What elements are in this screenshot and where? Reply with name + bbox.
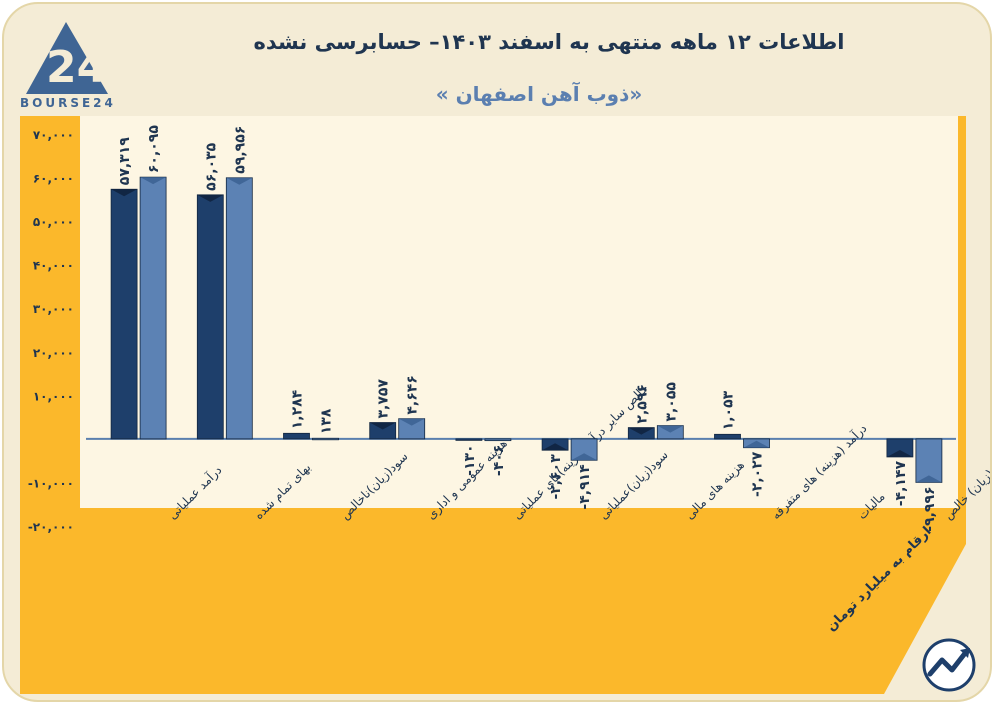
bar [714, 433, 741, 440]
data-label: ۴,۶۴۶ [405, 375, 421, 415]
data-label: -۹,۹۹۶ [922, 486, 938, 531]
bar [139, 176, 167, 440]
data-label: -۲,۶۰۳ [548, 454, 564, 500]
bar [110, 188, 138, 440]
data-label: ۵۹,۹۵۶ [232, 126, 248, 174]
bar [225, 177, 253, 440]
brand-name: BOURSE24 [20, 96, 116, 110]
trend-arrow-icon [920, 636, 978, 694]
bar-cap [657, 425, 684, 433]
data-label: ۵۶,۰۳۵ [203, 142, 219, 190]
chart-title: اطلاعات ۱۲ ماهه منتهی به اسفند ۱۴۰۳– حسا… [253, 30, 845, 54]
bar [455, 438, 483, 441]
bar [283, 432, 310, 440]
data-label: ۱,۰۵۳ [721, 390, 737, 430]
data-label: ۱۳۸ [319, 408, 335, 434]
bar-cap [886, 449, 913, 457]
logo-text: 24 [46, 42, 107, 93]
y-tick-label: ۴۰,۰۰۰ [33, 259, 74, 273]
bar-cap [743, 440, 770, 448]
bar-cap [111, 189, 138, 197]
y-tick-label: -۲۰,۰۰۰ [28, 520, 74, 534]
y-tick-label: ۷۰,۰۰۰ [33, 128, 74, 142]
bar [312, 437, 339, 441]
bar-cap [197, 194, 224, 202]
data-label: ۳,۰۵۵ [663, 382, 679, 422]
bar-cap [226, 177, 253, 185]
y-tick-label: ۶۰,۰۰۰ [33, 172, 74, 186]
y-tick-label: ۲۰,۰۰۰ [33, 346, 74, 360]
data-label: -۱۳۰ [462, 444, 478, 475]
y-tick-label: ۱۰,۰۰۰ [33, 389, 74, 403]
data-label: -۴,۱۴۷ [893, 461, 909, 507]
bar-cap [140, 177, 167, 185]
y-tick-label: -۱۰,۰۰۰ [28, 476, 74, 490]
data-label: -۲,۰۲۷ [750, 451, 766, 497]
bar-cap [398, 418, 425, 426]
chart-subtitle: «ذوب آهن اصفهان » [435, 82, 643, 106]
data-label: ۶۰,۰۹۵ [146, 125, 162, 173]
bar [196, 194, 224, 440]
bar [915, 438, 943, 483]
bar-cap [542, 443, 569, 451]
data-label: ۲,۵۹۶ [634, 384, 650, 424]
bar-cap [915, 475, 942, 483]
y-tick-label: ۳۰,۰۰۰ [33, 302, 74, 316]
bar [484, 438, 512, 442]
data-label: ۳,۷۵۷ [376, 379, 392, 419]
data-label: ۱,۲۸۴ [290, 389, 306, 429]
data-label: -۴۰۶ [491, 445, 507, 476]
data-label: -۴,۹۱۴ [577, 464, 593, 510]
bar-cap [628, 427, 655, 435]
bar-chart: ۷۰,۰۰۰ ۶۰,۰۰۰ ۵۰,۰۰۰ ۴۰,۰۰۰ ۳۰,۰۰۰ ۲۰,۰۰۰ ۱۰,۰… [20, 116, 990, 694]
bar-cap [571, 453, 598, 461]
bourse24-logo: 24 [16, 18, 126, 114]
y-tick-label: ۵۰,۰۰۰ [33, 215, 74, 229]
data-label: ۵۷,۳۱۹ [117, 137, 133, 185]
bar-cap [369, 422, 396, 430]
